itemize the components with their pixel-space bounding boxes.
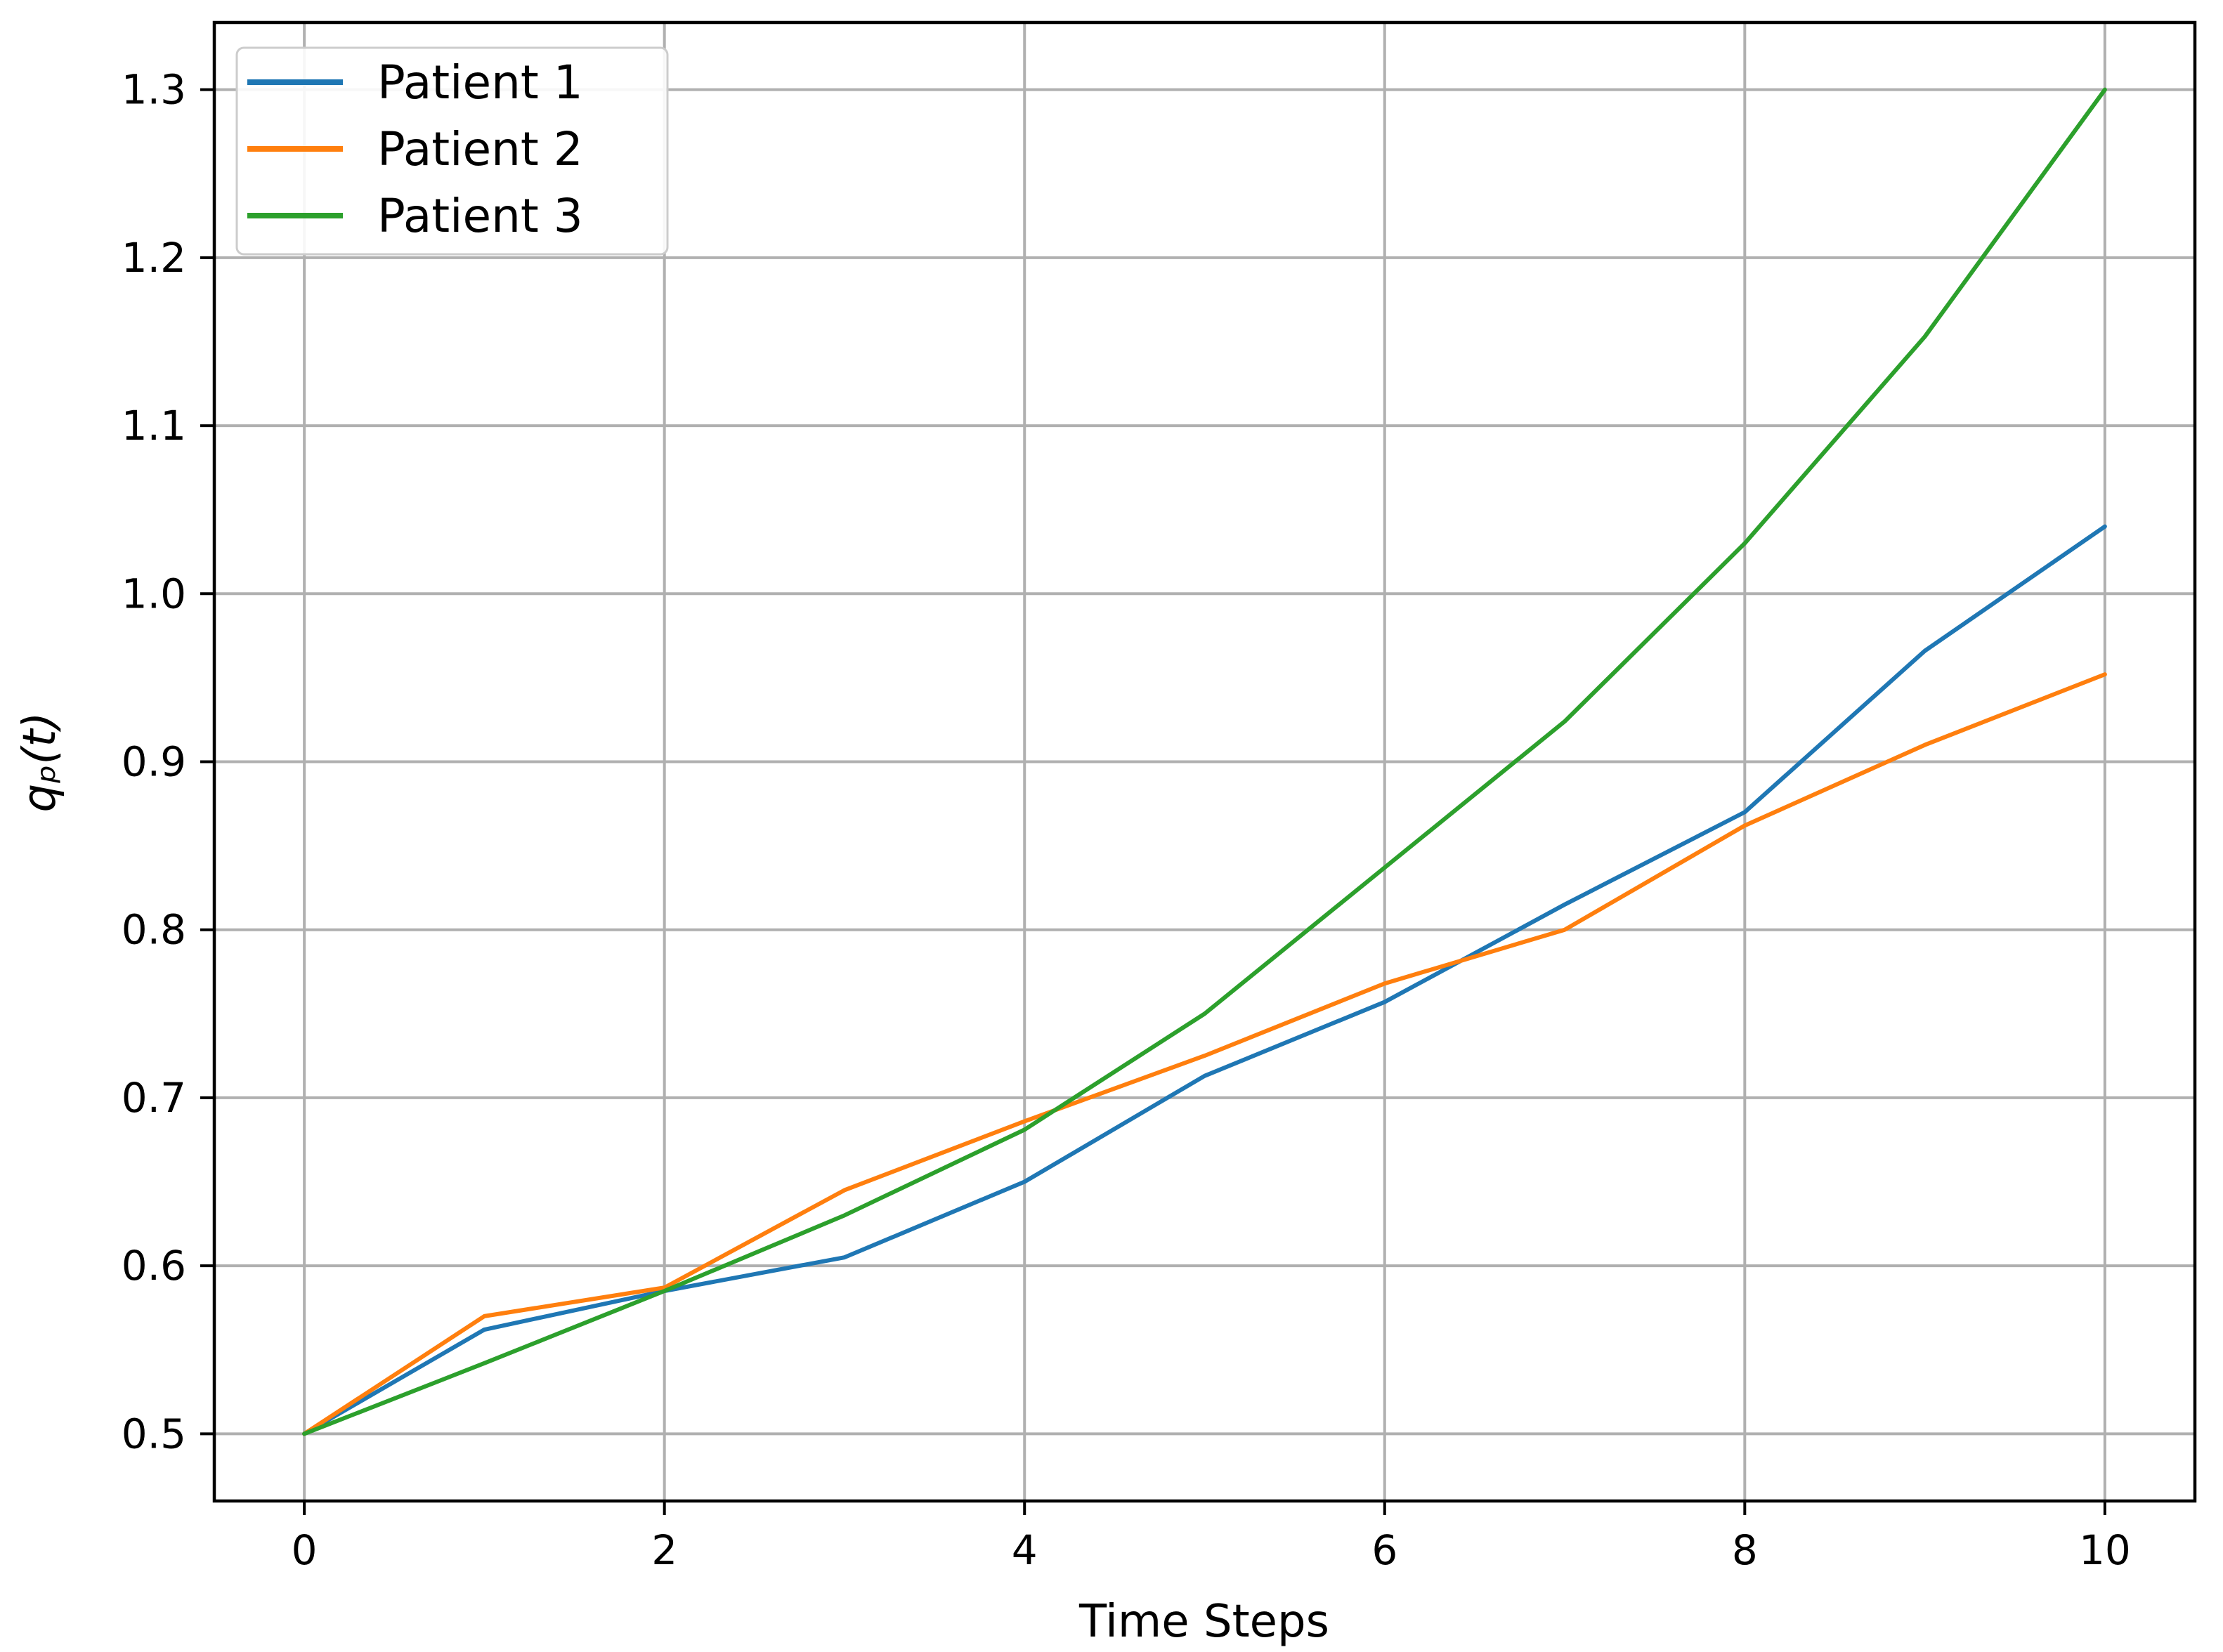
legend-label: Patient 1	[377, 55, 583, 110]
y-tick-label: 0.9	[122, 738, 186, 786]
tick-layer: 0 2 4 6 8 10 0.5 0.6 0.7 0.8 0.9 1.0 1.1 1.2 1.3	[122, 66, 2131, 1574]
x-tick-label: 0	[292, 1526, 318, 1574]
series-layer	[302, 87, 2107, 1436]
y-tick-label: 0.6	[122, 1242, 186, 1290]
legend-box	[235, 46, 669, 256]
y-tick-label: 0.7	[122, 1074, 186, 1122]
legend: Patient 1 Patient 2 Patient 3	[235, 46, 669, 256]
x-tick-label: 6	[1371, 1526, 1397, 1574]
legend-label: Patient 2	[377, 122, 583, 176]
y-tick-label: 0.5	[122, 1410, 186, 1457]
x-tick-label: 10	[2079, 1526, 2131, 1574]
x-tick-label: 8	[1732, 1526, 1758, 1574]
series-line-patient-2	[302, 672, 2107, 1436]
y-tick-label: 1.0	[122, 570, 186, 617]
x-axis-label: Time Steps	[1078, 1596, 1329, 1648]
y-tick-label: 1.3	[122, 66, 186, 114]
x-tick-label: 4	[1012, 1526, 1038, 1574]
y-tick-label: 1.1	[122, 402, 186, 450]
y-tick-label: 1.2	[122, 234, 186, 282]
series-line-patient-1	[302, 524, 2107, 1436]
grid-layer	[214, 22, 2195, 1501]
series-line-patient-3	[302, 87, 2107, 1436]
y-tick-label: 0.8	[122, 906, 186, 954]
y-axis-label: qₚ(t)	[14, 712, 66, 812]
x-tick-label: 2	[651, 1526, 677, 1574]
legend-label: Patient 3	[377, 189, 583, 243]
